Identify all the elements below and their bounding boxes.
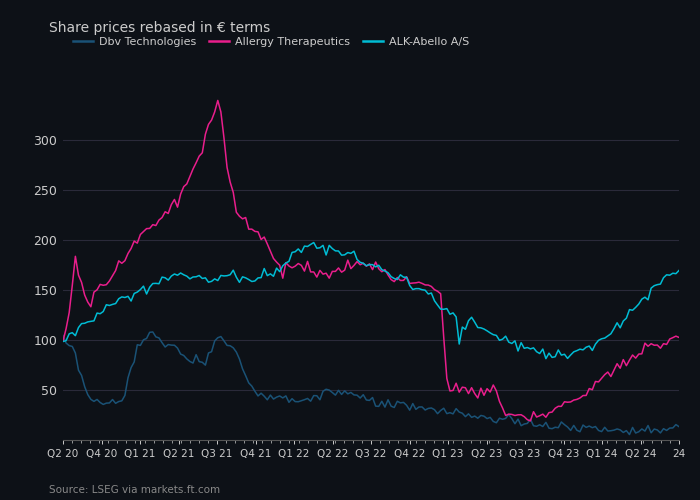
Legend: Dbv Technologies, Allergy Therapeutics, ALK-Abello A/S: Dbv Technologies, Allergy Therapeutics, … — [69, 32, 473, 52]
Text: Source: LSEG via markets.ft.com: Source: LSEG via markets.ft.com — [49, 485, 220, 495]
Text: Share prices rebased in € terms: Share prices rebased in € terms — [49, 21, 270, 35]
